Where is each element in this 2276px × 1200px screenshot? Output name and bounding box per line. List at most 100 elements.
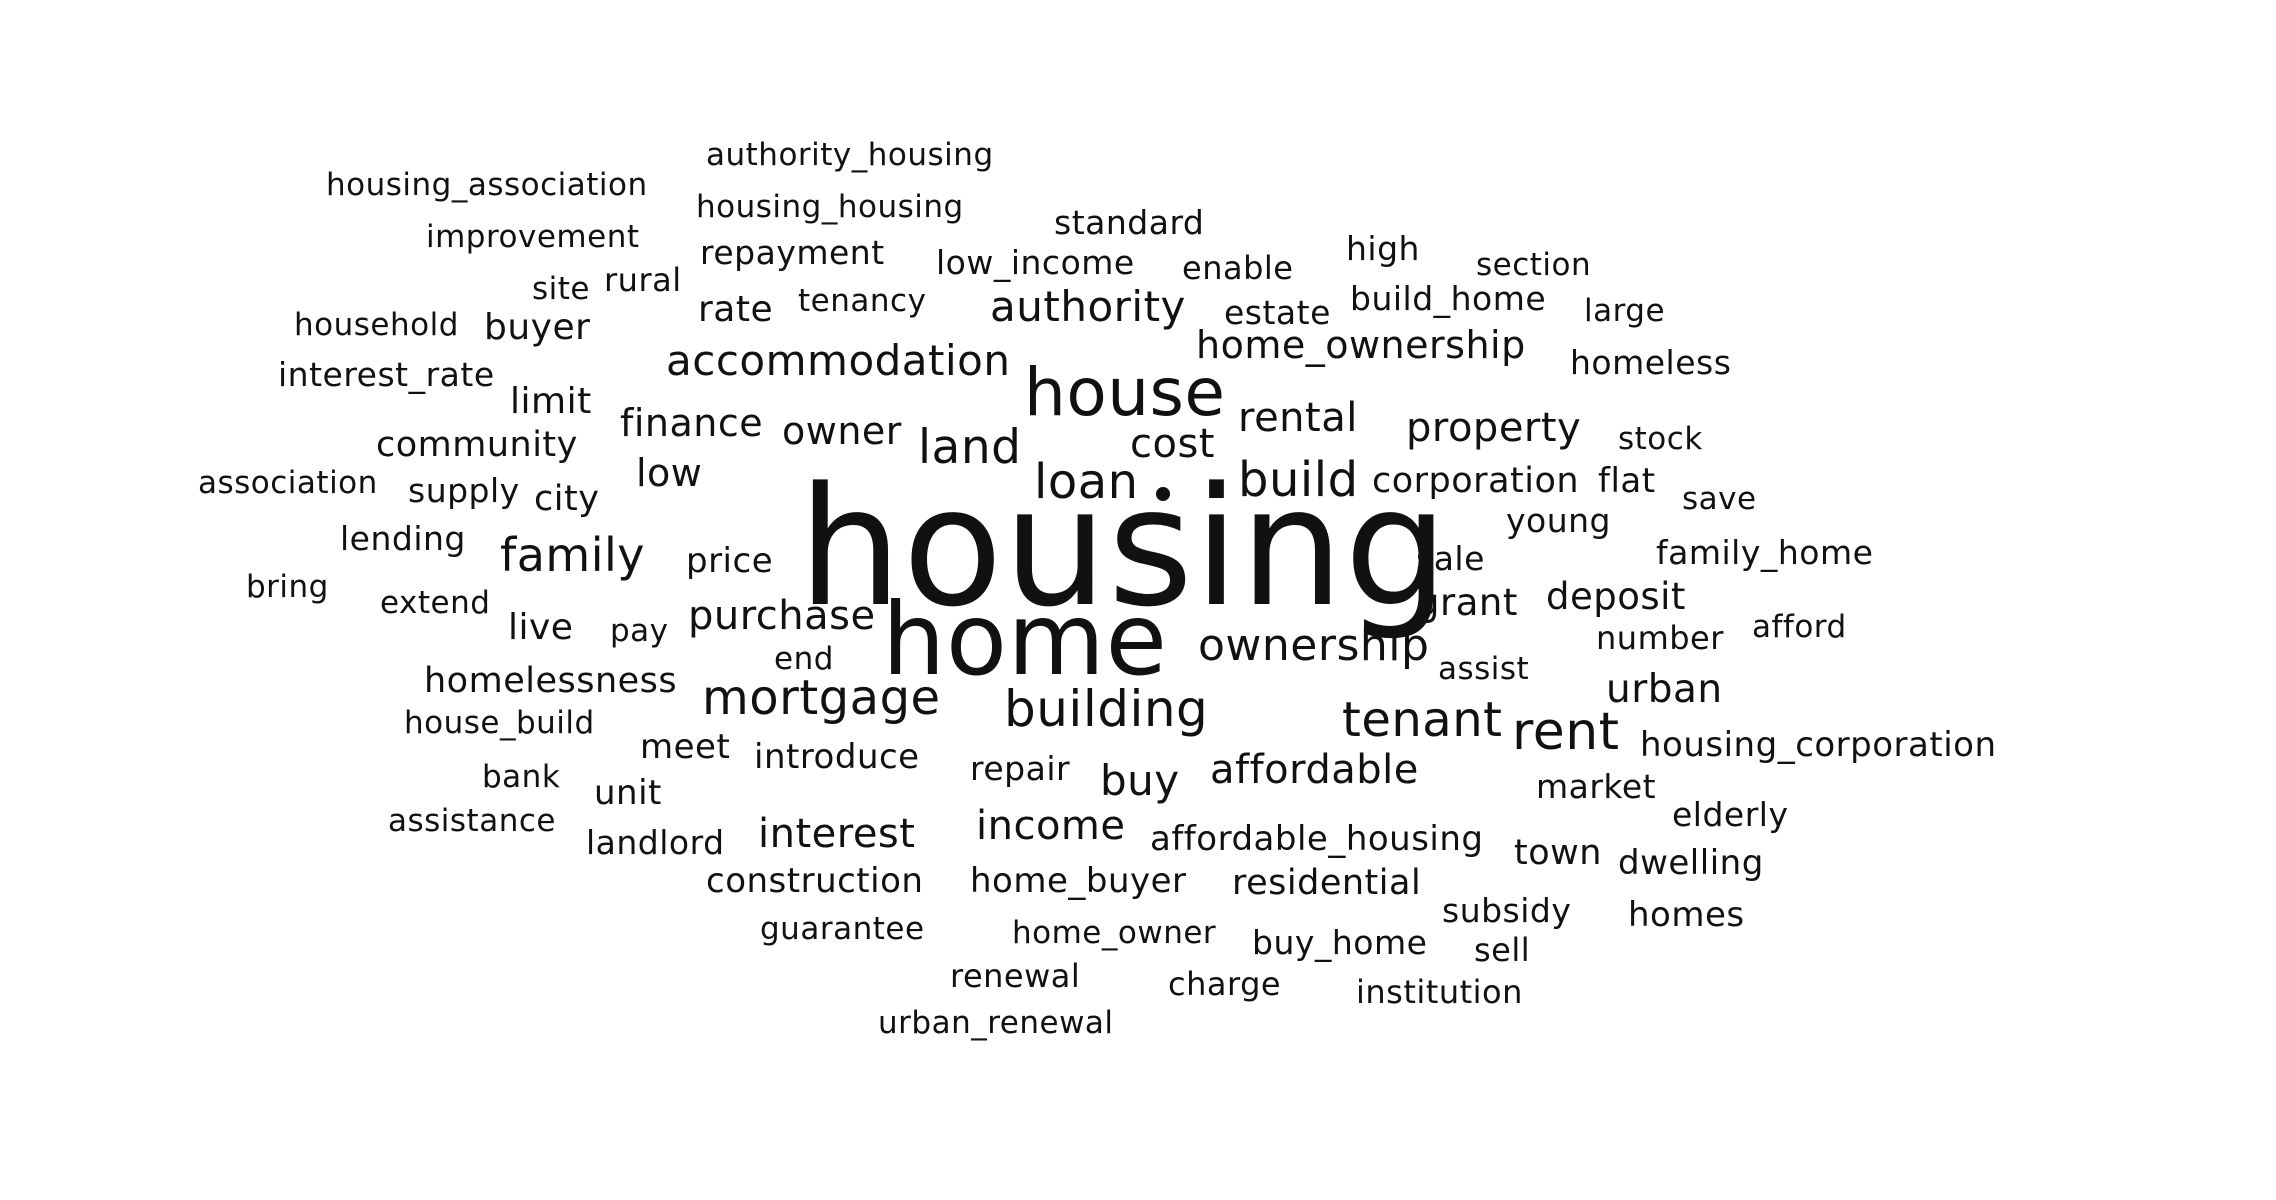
cloud-word: property	[1406, 405, 1582, 451]
cloud-word: live	[508, 607, 574, 648]
cloud-word: housing_housing	[696, 189, 964, 225]
cloud-word: residential	[1232, 863, 1422, 903]
cloud-word: repayment	[700, 233, 885, 272]
cloud-word: homes	[1628, 895, 1745, 935]
cloud-word: number	[1596, 619, 1724, 657]
cloud-word: end	[774, 641, 834, 677]
cloud-word: supply	[408, 471, 520, 510]
cloud-word: build_home	[1350, 279, 1547, 318]
cloud-word: lending	[340, 519, 466, 558]
cloud-word: elderly	[1672, 795, 1789, 834]
cloud-word: association	[198, 465, 378, 501]
cloud-word: high	[1346, 229, 1420, 268]
cloud-word: finance	[620, 401, 764, 445]
cloud-word: charge	[1168, 965, 1282, 1003]
cloud-word: authority_housing	[706, 137, 994, 173]
cloud-word: affordable	[1210, 747, 1419, 793]
cloud-word: accommodation	[666, 336, 1011, 385]
cloud-word: rural	[604, 261, 682, 299]
cloud-word: deposit	[1546, 575, 1686, 618]
cloud-word: homelessness	[424, 661, 678, 701]
cloud-word: home_buyer	[970, 861, 1187, 901]
cloud-word: housing_association	[326, 167, 648, 203]
cloud-word: flat	[1598, 461, 1656, 501]
cloud-word: assistance	[388, 803, 556, 839]
cloud-word: extend	[380, 585, 491, 621]
cloud-word: home_ownership	[1196, 323, 1526, 367]
cloud-word: purchase	[688, 593, 876, 639]
cloud-word: standard	[1054, 203, 1205, 242]
cloud-word: introduce	[754, 737, 920, 777]
cloud-word: authority	[990, 282, 1186, 331]
cloud-word: town	[1514, 833, 1602, 873]
dot-mark	[1156, 487, 1170, 501]
cloud-word: community	[376, 425, 578, 465]
cloud-word: home	[882, 581, 1168, 698]
cloud-word: interest	[758, 811, 916, 857]
cloud-word: family	[500, 528, 645, 582]
cloud-word: rental	[1238, 395, 1358, 441]
cloud-word: construction	[706, 861, 924, 901]
cloud-word: urban_renewal	[878, 1005, 1114, 1041]
cloud-word: grant	[1416, 581, 1518, 624]
cloud-word: guarantee	[760, 911, 925, 947]
cloud-word: housing_corporation	[1640, 725, 1997, 765]
cloud-word: land	[918, 420, 1022, 475]
cloud-word: subsidy	[1442, 891, 1572, 930]
cloud-word: sale	[1416, 539, 1485, 578]
cloud-word: income	[976, 803, 1126, 849]
cloud-word: meet	[640, 727, 731, 767]
cloud-word: home_owner	[1012, 915, 1217, 951]
cloud-word: interest_rate	[278, 355, 495, 394]
cloud-word: building	[1004, 680, 1209, 738]
cloud-word: family_home	[1656, 533, 1874, 572]
cloud-word: low	[636, 451, 703, 495]
cloud-word: household	[294, 307, 459, 343]
cloud-word: estate	[1224, 293, 1331, 332]
cloud-word: city	[534, 479, 600, 519]
cloud-word: tenant	[1342, 692, 1503, 748]
cloud-word: enable	[1182, 249, 1294, 287]
cloud-word: house_build	[404, 705, 595, 741]
cloud-word: urban	[1606, 667, 1723, 712]
cloud-word: price	[686, 541, 774, 581]
cloud-word: corporation	[1372, 461, 1580, 501]
cloud-word: institution	[1356, 973, 1523, 1011]
cloud-word: repair	[970, 749, 1071, 788]
cloud-word: assist	[1438, 651, 1530, 687]
cloud-word: young	[1506, 501, 1611, 540]
cloud-word: market	[1536, 767, 1657, 806]
cloud-word: large	[1584, 293, 1666, 329]
cloud-word: house	[1024, 354, 1226, 431]
cloud-word: low_income	[936, 243, 1135, 282]
cloud-word: homeless	[1570, 343, 1732, 382]
cloud-word: pay	[610, 613, 669, 649]
cloud-word: save	[1682, 481, 1757, 517]
cloud-word: cost	[1130, 421, 1215, 467]
cloud-word: rent	[1512, 702, 1620, 762]
cloud-word: housing	[798, 452, 1449, 643]
cloud-word: loan	[1034, 454, 1139, 510]
cloud-word: mortgage	[702, 670, 941, 726]
cloud-word: improvement	[426, 219, 640, 255]
cloud-word: unit	[594, 773, 662, 813]
cloud-word: tenancy	[798, 283, 927, 319]
cloud-word: site	[532, 271, 590, 307]
cloud-word: dwelling	[1618, 843, 1764, 883]
cloud-word: buy_home	[1252, 923, 1428, 962]
cloud-word: stock	[1618, 421, 1703, 457]
cloud-word: landlord	[586, 823, 725, 862]
cloud-word: owner	[782, 409, 902, 453]
cloud-word: sell	[1474, 931, 1531, 969]
cloud-word: afford	[1752, 609, 1847, 645]
cloud-word: bring	[246, 569, 329, 605]
cloud-word: rate	[698, 289, 774, 330]
cloud-word: buyer	[484, 307, 591, 348]
cloud-word: buy	[1100, 756, 1180, 805]
cloud-word: bank	[482, 759, 561, 795]
cloud-word: section	[1476, 247, 1592, 283]
cloud-word: limit	[510, 381, 592, 422]
cloud-word: affordable_housing	[1150, 819, 1484, 859]
cloud-word: build	[1238, 452, 1359, 508]
